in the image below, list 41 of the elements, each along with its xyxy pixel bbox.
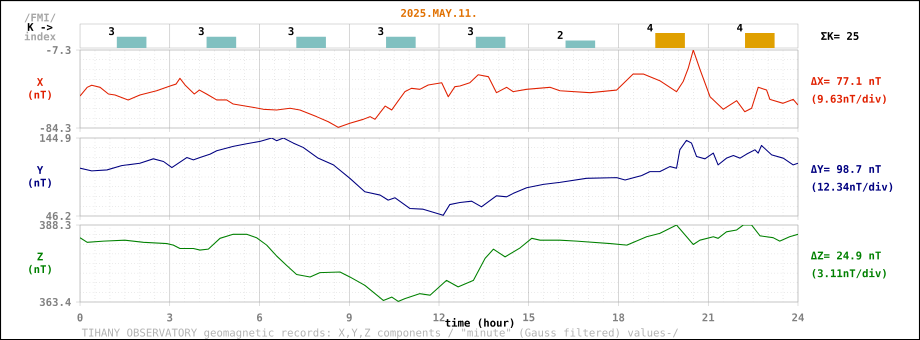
y-tick-label: 388.3: [40, 220, 71, 230]
x-tick-label: 15: [523, 313, 534, 322]
y-tick-label: -7.3: [47, 46, 71, 54]
x-tick-label: 6: [256, 313, 262, 322]
data-label: 3: [378, 27, 384, 36]
y-axis-title: X (nT): [29, 78, 51, 100]
text: (12.34nT/div): [812, 182, 892, 192]
x-tick-label: 3: [167, 313, 172, 322]
text: ΔX= 77.1 nT: [810, 77, 881, 85]
y-tick-label: 46.2: [46, 212, 70, 220]
data-label: 2: [558, 30, 563, 39]
x-tick-label: 0: [77, 313, 83, 322]
y-tick-label: 144.9: [40, 134, 71, 142]
text: ΔY= 98.7 nT: [810, 164, 881, 174]
x-tick-label: 9: [346, 313, 352, 322]
y-axis-title: Y (nT): [29, 166, 51, 188]
text: (3.11nT/div): [812, 268, 886, 279]
y-axis-title: K ->: [28, 23, 52, 31]
line-series: [80, 224, 798, 302]
x-tick-label: 18: [613, 313, 624, 322]
text: index: [24, 32, 56, 40]
data-label: 4: [737, 24, 742, 32]
y-tick-label: -84.3: [40, 124, 71, 132]
text: (9.63nT/div): [812, 94, 886, 104]
x-tick-label: 24: [792, 313, 804, 322]
chart-title: 2025.MAY.11.: [401, 8, 476, 18]
data-label: 3: [109, 27, 114, 36]
text: TIHANY OBSERVATORY geomagnetic records: X,Y,Z components / "minute" (Gauss filtered) values-/: [82, 328, 678, 339]
y-axis-title: Z (nT): [29, 252, 51, 274]
data-label: 3: [468, 27, 474, 36]
y-tick-label: 363.4: [40, 298, 71, 306]
x-axis-title: time (hour): [445, 318, 514, 328]
text: ΔZ= 24.9 nT: [810, 251, 881, 260]
x-tick-label: 12: [434, 313, 445, 322]
data-label: 3: [288, 27, 294, 36]
text: /FMI/: [24, 14, 56, 22]
text: ΣK= 25: [821, 32, 859, 40]
line-series: [80, 138, 798, 216]
data-label: 4: [647, 24, 653, 32]
data-label: 3: [198, 27, 204, 36]
x-tick-label: 21: [702, 313, 714, 322]
